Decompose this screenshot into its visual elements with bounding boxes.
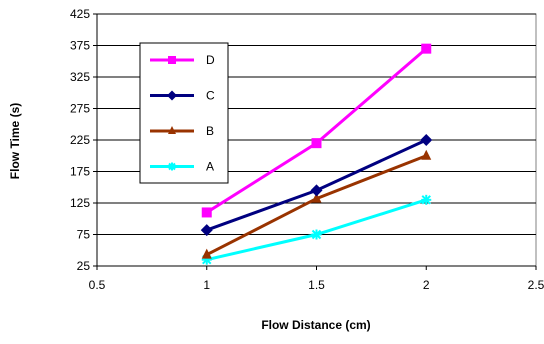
data-point-asterisk bbox=[168, 162, 176, 171]
data-point-asterisk bbox=[311, 229, 322, 240]
y-tick-label: 25 bbox=[77, 259, 91, 273]
x-axis-title: Flow Distance (cm) bbox=[261, 318, 370, 332]
y-tick-label: 125 bbox=[70, 196, 90, 210]
x-tick-label: 2.5 bbox=[528, 278, 544, 292]
series-A bbox=[201, 194, 432, 265]
y-tick-label: 175 bbox=[70, 165, 90, 179]
data-point-triangle bbox=[201, 248, 212, 259]
data-point-square bbox=[311, 138, 322, 149]
legend-label: B bbox=[206, 124, 214, 138]
y-tick-label: 225 bbox=[70, 133, 90, 147]
legend-box bbox=[139, 42, 229, 184]
x-tick-label: 1 bbox=[203, 278, 210, 292]
data-point-asterisk bbox=[421, 194, 432, 205]
y-tick-label: 375 bbox=[70, 39, 90, 53]
legend: D C B A bbox=[139, 42, 229, 184]
data-point-square bbox=[201, 207, 212, 218]
data-point-square bbox=[168, 56, 176, 64]
series-C bbox=[200, 134, 433, 237]
data-point-diamond bbox=[200, 224, 213, 237]
x-tick-label: 0.5 bbox=[89, 278, 106, 292]
data-point-triangle bbox=[311, 192, 322, 203]
y-tick-label: 75 bbox=[77, 228, 91, 242]
legend-item-A: A bbox=[150, 160, 214, 174]
data-point-diamond bbox=[310, 184, 323, 197]
series-D bbox=[201, 43, 432, 218]
series-group bbox=[200, 43, 433, 265]
y-tick-label: 275 bbox=[70, 102, 90, 116]
legend-item-C: C bbox=[150, 89, 215, 103]
axes: 25 75 125 175 225 275 325 375 425 0.5 1 1.5 2 2.5 bbox=[70, 7, 544, 292]
series-B bbox=[201, 149, 432, 259]
legend-label: A bbox=[206, 160, 214, 174]
x-tick-label: 2 bbox=[423, 278, 430, 292]
legend-label: C bbox=[206, 89, 215, 103]
y-tick-label: 325 bbox=[70, 70, 90, 84]
y-axis-title: Flow Time (s) bbox=[8, 103, 22, 179]
data-point-diamond bbox=[167, 90, 177, 101]
x-tick-label: 1.5 bbox=[308, 278, 325, 292]
y-tick-label: 425 bbox=[70, 7, 90, 21]
data-point-triangle bbox=[168, 126, 176, 134]
series-line bbox=[206, 154, 427, 256]
data-point-triangle bbox=[421, 149, 432, 160]
legend-item-B: B bbox=[150, 124, 214, 138]
data-point-diamond bbox=[420, 134, 433, 146]
legend-item-D: D bbox=[150, 53, 215, 67]
data-point-square bbox=[421, 43, 432, 54]
legend-label: D bbox=[206, 53, 215, 67]
